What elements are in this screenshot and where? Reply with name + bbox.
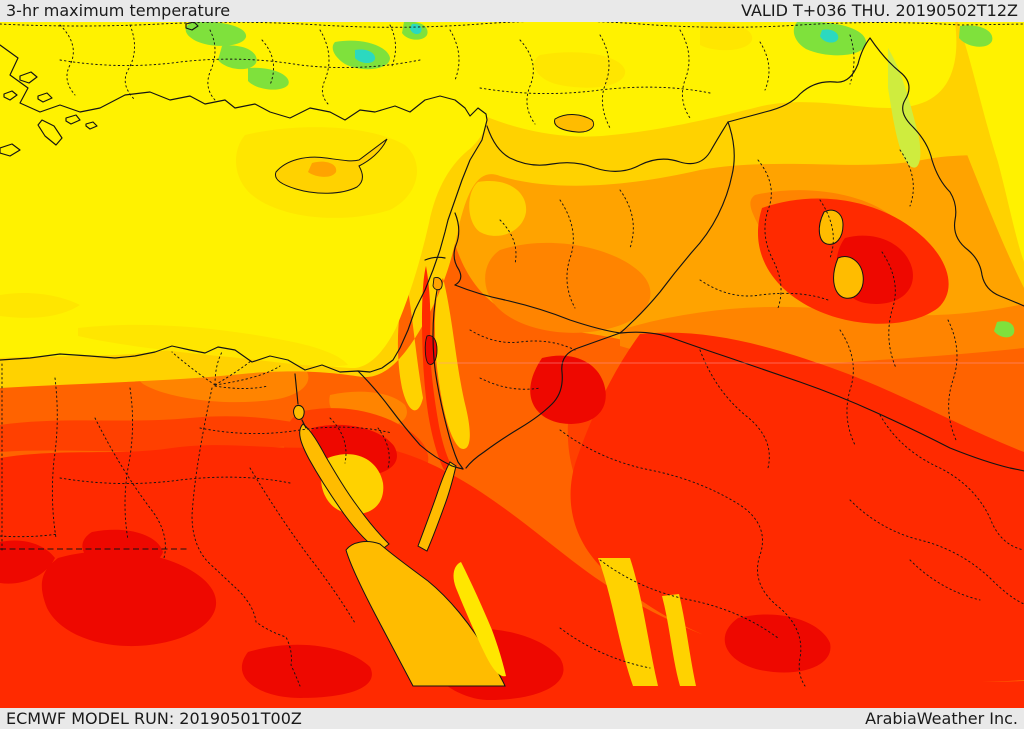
gulf-of-aqaba: [417, 461, 457, 552]
jordan-valley-hot-strip: [422, 266, 453, 470]
valid-time-label: VALID T+036 THU. 20190502T12Z: [741, 1, 1018, 20]
lake-tharthar: [818, 209, 844, 245]
top-edge-admin-line: [0, 22, 1024, 28]
bitter-lake: [293, 405, 305, 420]
header-bar: 3-hr maximum temperature VALID T+036 THU…: [0, 0, 1024, 22]
suez-canal: [294, 373, 307, 429]
overlay-patches: [308, 161, 506, 677]
temperature-map-svg: [0, 22, 1024, 708]
mediterranean-coastline: [0, 44, 488, 373]
red-sea: [345, 541, 506, 687]
country-borders: [0, 22, 1024, 472]
egypt-admin-lines: [0, 351, 393, 687]
admin-boundaries: [0, 22, 1024, 687]
green-yellow-streak: [888, 48, 921, 168]
syria-iraq-border: [619, 121, 735, 334]
turkey-iraq-iran-border: [727, 37, 1024, 307]
lebanon-borders: [424, 212, 462, 286]
egypt-israel-border: [357, 370, 464, 470]
syria-jordan-admin-lines: [469, 189, 634, 390]
turkey-syria-border: [486, 121, 729, 172]
turkey-admin-lines: [59, 24, 855, 129]
red-zones: [0, 198, 1024, 708]
dark-red-blobs: [0, 235, 913, 700]
lake-razazza: [833, 256, 864, 299]
sea-of-galilee: [432, 277, 443, 291]
red-sea-coast-sliver: [453, 562, 506, 677]
israel-jordan-border: [432, 289, 464, 470]
cyprus-warm-interior: [308, 161, 337, 177]
jordan-saudi-border: [465, 332, 621, 469]
iraq-saudi-border: [619, 331, 1024, 472]
aegean-islands: [0, 22, 199, 157]
model-run-label: ECMWF MODEL RUN: 20190501T00Z: [6, 708, 302, 728]
yellow-mediterranean-turkey-zone: [0, 22, 1024, 368]
credit-label: ArabiaWeather Inc.: [865, 708, 1018, 728]
iraq-admin-lines: [699, 149, 958, 446]
footer-bar: ECMWF MODEL RUN: 20190501T00Z ArabiaWeat…: [0, 708, 1024, 729]
dead-sea: [424, 335, 438, 365]
deep-yellow-patches: [0, 22, 753, 367]
contour-fills: [0, 22, 1024, 708]
lake-assad: [554, 114, 595, 133]
jordan-syria-border: [454, 284, 621, 334]
page-title: 3-hr maximum temperature: [6, 1, 231, 20]
temperature-map: [0, 22, 1024, 708]
saudi-admin-lines: [559, 349, 1024, 687]
